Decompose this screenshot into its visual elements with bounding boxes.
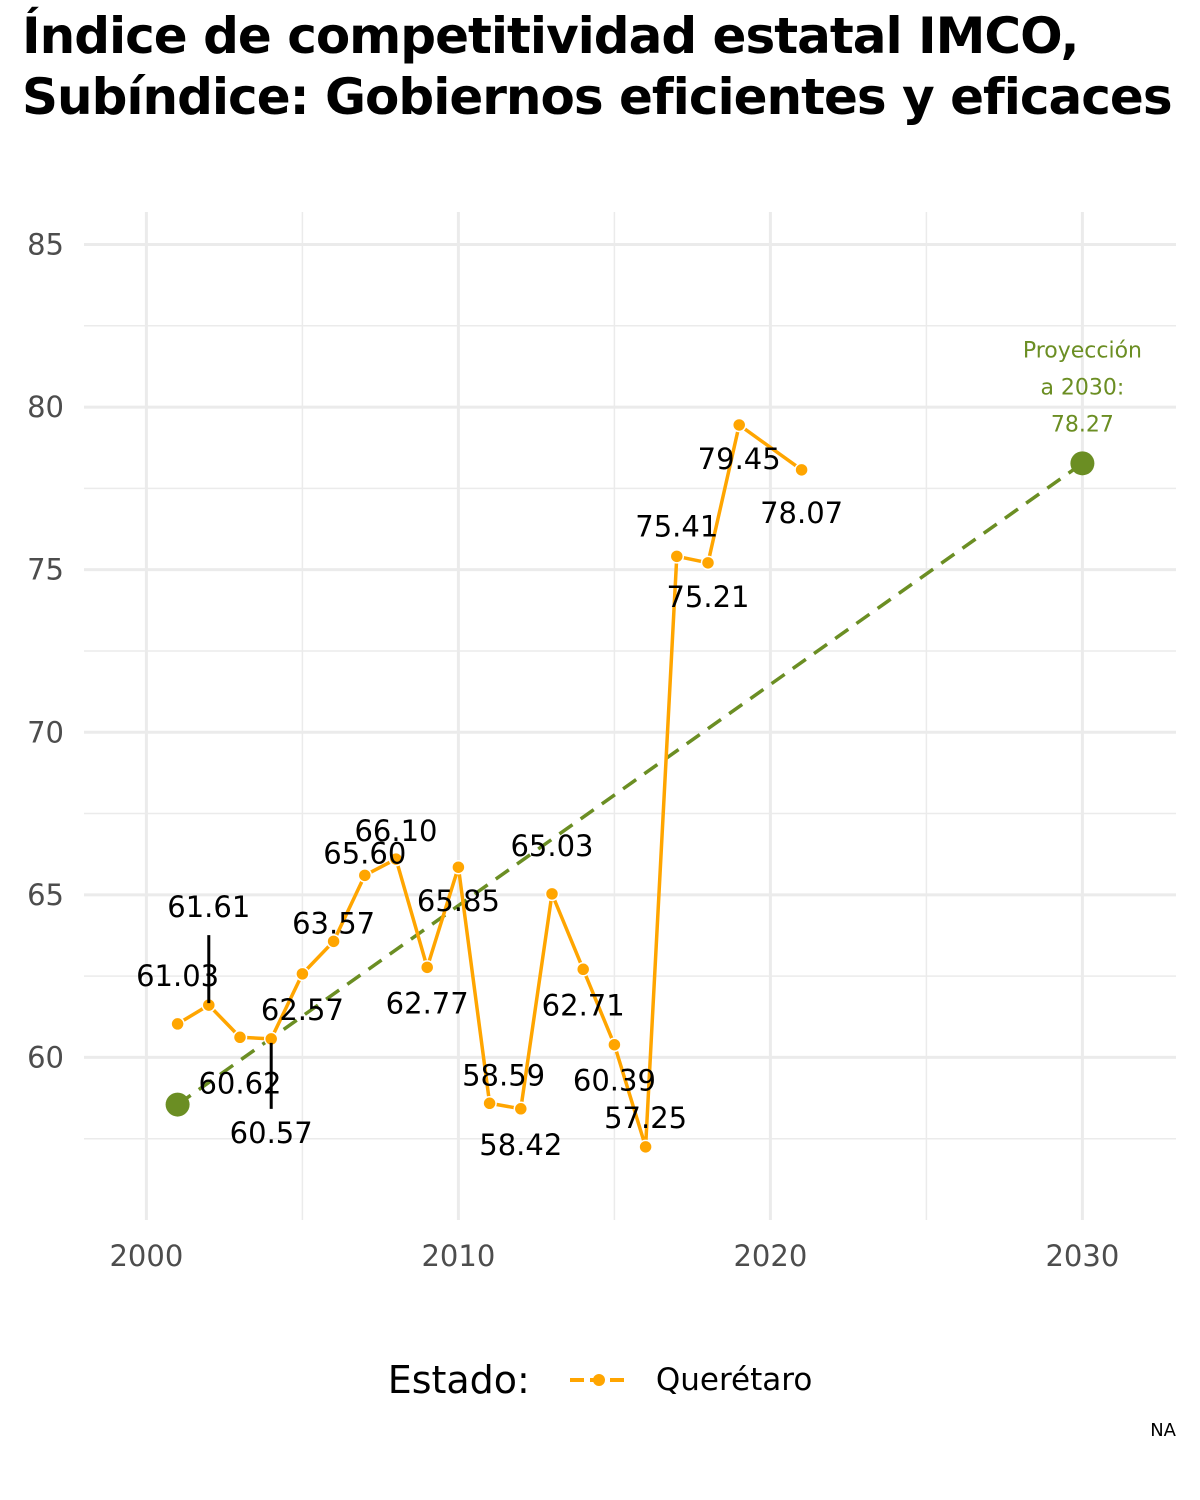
data-point — [170, 1016, 185, 1032]
y-tick-label: 75 — [27, 553, 64, 587]
data-label: 78.07 — [760, 496, 843, 530]
data-label: 79.45 — [698, 442, 781, 476]
data-point — [575, 962, 591, 977]
major-gridlines — [84, 212, 1176, 1220]
projection-label: a 2030: — [1040, 375, 1124, 400]
data-label: 62.77 — [386, 986, 469, 1020]
y-tick-label: 60 — [27, 1040, 64, 1074]
axis-tick-labels: 2000 2010 2020 2030 60 65 70 75 80 85 — [27, 228, 1119, 1273]
projection-label: Proyección — [1023, 338, 1142, 363]
data-point — [482, 1096, 497, 1111]
y-tick-label: 65 — [27, 878, 64, 912]
data-label: 57.25 — [604, 1101, 687, 1135]
data-point — [419, 960, 435, 975]
x-tick-label: 2030 — [1045, 1239, 1119, 1273]
data-label: 65.03 — [510, 829, 593, 863]
data-point — [357, 868, 373, 883]
data-point — [638, 1139, 653, 1155]
data-label: 58.42 — [479, 1128, 562, 1162]
data-label: 66.10 — [354, 814, 437, 848]
x-tick-label: 2010 — [421, 1239, 495, 1273]
x-tick-label: 2000 — [109, 1239, 183, 1273]
series-line-queretaro — [176, 423, 803, 1149]
data-label: 61.03 — [136, 959, 219, 993]
data-label: 75.41 — [635, 509, 718, 543]
y-tick-label: 80 — [27, 390, 64, 424]
data-label: 75.21 — [666, 580, 749, 614]
minor-gridlines — [84, 212, 1176, 1220]
y-tick-label: 85 — [27, 228, 64, 262]
legend-key-line-icon — [569, 1374, 628, 1386]
data-point — [513, 1101, 529, 1117]
data-point — [544, 886, 560, 902]
data-label: 65.85 — [417, 884, 500, 918]
data-label: 63.57 — [292, 906, 375, 940]
data-label: 60.57 — [230, 1116, 313, 1150]
data-label-layer: 61.03 61.61 60.62 60.57 62.57 63.57 65.6066.10… — [136, 442, 843, 1162]
projection-end-point — [1070, 451, 1095, 476]
legend-label: Querétaro — [655, 1362, 813, 1398]
data-point — [607, 1037, 622, 1052]
data-point — [794, 462, 809, 478]
data-point — [669, 549, 685, 564]
chart-title: Índice de competitividad estatal IMCO, S… — [22, 7, 1173, 126]
data-point — [731, 417, 747, 433]
projection-start-point — [165, 1092, 190, 1117]
data-point — [232, 1030, 248, 1045]
data-point — [326, 934, 341, 949]
projection-layer: Proyección a 2030: 78.27 — [165, 338, 1142, 1117]
data-label: 60.62 — [198, 1066, 281, 1100]
data-point — [388, 851, 404, 867]
data-point — [295, 966, 310, 982]
x-tick-label: 2020 — [733, 1239, 807, 1273]
data-label: 58.59 — [462, 1058, 545, 1092]
data-label: 61.61 — [167, 890, 250, 924]
series-layer — [170, 417, 809, 1155]
caption: NA — [1150, 1420, 1176, 1441]
y-tick-label: 70 — [27, 715, 64, 749]
legend: Estado: Querétaro — [0, 1352, 1200, 1408]
data-point — [700, 555, 716, 571]
data-label: 62.71 — [542, 988, 625, 1022]
data-label: 65.60 — [323, 836, 406, 870]
data-label: 62.57 — [261, 993, 344, 1027]
projection-trend-line — [176, 461, 1084, 1106]
legend-title: Estado: — [387, 1358, 530, 1402]
data-point — [451, 859, 466, 875]
projection-label: 78.27 — [1051, 412, 1114, 437]
data-label: 60.39 — [573, 1064, 656, 1098]
